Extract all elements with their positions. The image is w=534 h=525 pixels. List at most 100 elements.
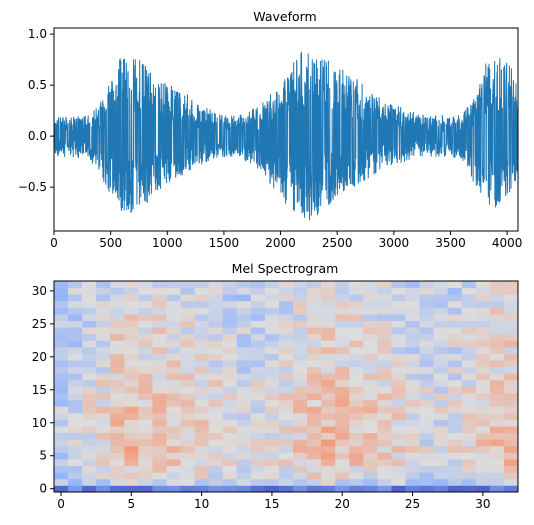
spectrogram-cell: [208, 307, 224, 315]
spectrogram-cell: [419, 412, 435, 420]
spectrogram-cell: [194, 426, 210, 434]
spectrogram-cell: [447, 419, 463, 427]
spectrogram-cell: [489, 485, 505, 493]
spectrogram-cell: [363, 366, 378, 374]
spectrogram-cell: [293, 294, 308, 302]
spectrogram-cell: [489, 445, 505, 453]
spectrogram-cell: [208, 373, 224, 381]
spectrogram-cell: [166, 307, 181, 315]
spectrogram-cell: [307, 340, 322, 348]
spectrogram-cell: [236, 333, 252, 341]
waveform-x-tick-label: 1000: [152, 236, 183, 250]
spectrogram-cell: [475, 426, 491, 434]
spectrogram-cell: [405, 366, 420, 374]
spectrogram-cell: [264, 419, 280, 427]
spectrogram-cell: [278, 426, 294, 434]
spectrogram-cell: [321, 459, 336, 467]
spectrogram-cell: [236, 426, 252, 434]
spectrogram-cell: [489, 340, 505, 348]
spectrogram-cell: [391, 313, 406, 321]
spectrogram-cell: [124, 287, 139, 295]
spectrogram-cell: [222, 432, 238, 440]
spectrogram-cell: [124, 281, 139, 288]
spectrogram-cell: [236, 386, 252, 394]
spectrogram-cell: [489, 300, 505, 308]
spectrogram-cell: [405, 426, 420, 434]
spectrogram-cell: [222, 393, 238, 401]
spectrogram-cell: [489, 313, 505, 321]
spectrogram-cell: [503, 366, 519, 374]
spectrogram-cell: [68, 281, 83, 288]
spectrogram-cell: [391, 452, 406, 460]
spectrogram-cell: [433, 478, 449, 486]
spectrogram-cell: [166, 340, 181, 348]
spectrogram-cell: [54, 360, 69, 368]
spectrogram-cell: [363, 393, 378, 401]
spectrogram-cell: [391, 373, 406, 381]
spectrogram-cell: [391, 320, 406, 328]
spectrogram-cell: [236, 393, 252, 401]
spectrogram-cell: [447, 313, 463, 321]
spectrogram-cell: [335, 472, 350, 480]
spectrogram-cell: [124, 373, 139, 381]
spectrogram-cell: [503, 439, 519, 447]
spectrogram-cell: [377, 426, 392, 434]
spectrogram-cell: [208, 439, 224, 447]
spectrogram-cell: [433, 459, 449, 467]
spectrogram-y-tick-label: 10: [32, 416, 47, 430]
spectrogram-cell: [307, 472, 322, 480]
spectrogram-cell: [138, 485, 153, 493]
spectrogram-cell: [419, 346, 435, 354]
spectrogram-cell: [391, 465, 406, 473]
spectrogram-cell: [124, 353, 139, 361]
spectrogram-cell: [433, 426, 449, 434]
spectrogram-cell: [307, 399, 322, 407]
spectrogram-cell: [349, 412, 364, 420]
spectrogram-cell: [96, 432, 111, 440]
spectrogram-cell: [96, 320, 111, 328]
spectrogram-cell: [124, 406, 139, 414]
spectrogram-cell: [68, 399, 83, 407]
spectrogram-cell: [82, 399, 97, 407]
spectrogram-cell: [208, 360, 224, 368]
spectrogram-cell: [166, 320, 181, 328]
spectrogram-cell: [307, 360, 322, 368]
spectrogram-cell: [489, 366, 505, 374]
spectrogram-cell: [180, 287, 196, 295]
spectrogram-heatmap: [54, 281, 519, 493]
spectrogram-cell: [180, 393, 196, 401]
spectrogram-cell: [208, 300, 224, 308]
spectrogram-cell: [222, 373, 238, 381]
spectrogram-cell: [264, 399, 280, 407]
spectrogram-cell: [96, 373, 111, 381]
spectrogram-cell: [96, 485, 111, 493]
spectrogram-cell: [166, 386, 181, 394]
spectrogram-cell: [68, 459, 83, 467]
spectrogram-cell: [405, 373, 420, 381]
spectrogram-cell: [307, 353, 322, 361]
spectrogram-cell: [321, 452, 336, 460]
spectrogram-cell: [236, 300, 252, 308]
spectrogram-cell: [264, 445, 280, 453]
spectrogram-cell: [335, 353, 350, 361]
spectrogram-cell: [54, 346, 69, 354]
spectrogram-cell: [208, 340, 224, 348]
spectrogram-cell: [138, 432, 153, 440]
spectrogram-cell: [54, 412, 69, 420]
spectrogram-cell: [264, 346, 280, 354]
spectrogram-cell: [307, 386, 322, 394]
spectrogram-cell: [363, 399, 378, 407]
spectrogram-cell: [82, 379, 97, 387]
spectrogram-cell: [377, 313, 392, 321]
spectrogram-cell: [447, 340, 463, 348]
spectrogram-cell: [349, 313, 364, 321]
spectrogram-cell: [110, 294, 125, 302]
spectrogram-cell: [194, 399, 210, 407]
spectrogram-cell: [475, 307, 491, 315]
spectrogram-cell: [110, 406, 125, 414]
spectrogram-cell: [419, 485, 435, 493]
spectrogram-cell: [54, 485, 69, 493]
spectrogram-y-tick-label: 15: [32, 383, 47, 397]
spectrogram-cell: [180, 478, 196, 486]
spectrogram-x-axis: 0 5 10 15 20 25 30: [57, 492, 490, 511]
